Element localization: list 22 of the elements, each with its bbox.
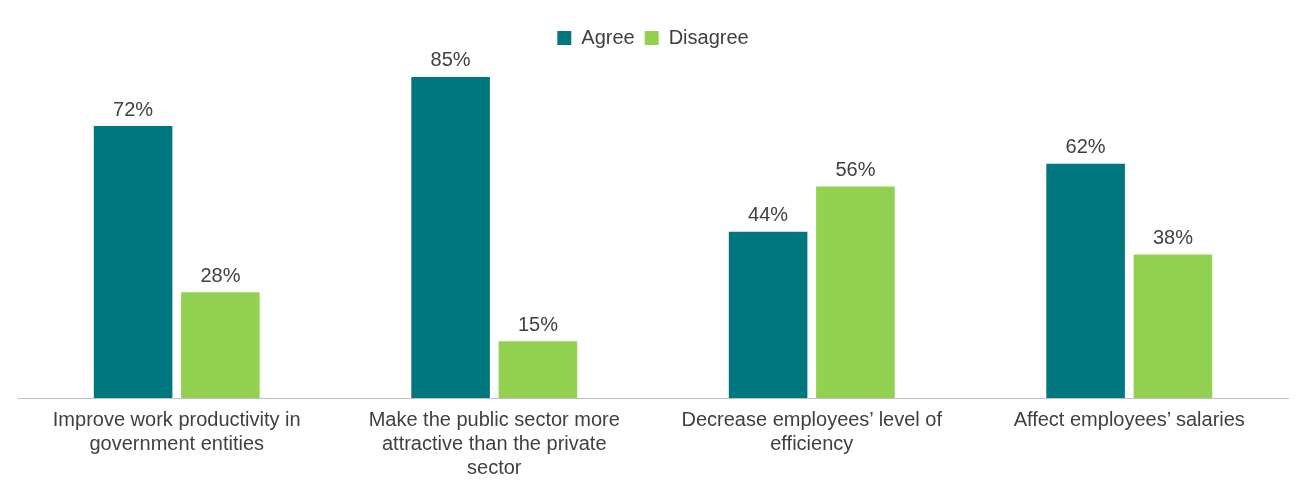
legend-label: Agree bbox=[581, 25, 635, 48]
bar bbox=[498, 341, 578, 398]
bar bbox=[181, 292, 260, 398]
x-tick-label: Improve work productivity in government entities bbox=[52, 407, 301, 454]
legend-label: Disagree bbox=[668, 25, 749, 48]
data-label: 44% bbox=[748, 203, 789, 226]
bar bbox=[411, 76, 490, 398]
bar bbox=[1046, 163, 1125, 398]
data-label: 28% bbox=[200, 263, 241, 286]
data-label: 72% bbox=[113, 97, 154, 120]
data-label: 62% bbox=[1065, 135, 1106, 158]
x-tick-label: Make the public sector more attractive than the private sector bbox=[368, 407, 620, 478]
x-tick-label: Affect employees’ salaries bbox=[1013, 407, 1245, 430]
bar bbox=[816, 186, 895, 398]
data-label: 38% bbox=[1152, 225, 1194, 248]
x-tick-label: Decrease employees’ level of efficiency bbox=[681, 407, 943, 454]
data-label: 56% bbox=[835, 157, 876, 180]
data-label: 85% bbox=[430, 48, 471, 71]
data-label: 15% bbox=[517, 312, 559, 335]
bar bbox=[728, 231, 808, 398]
bar bbox=[93, 126, 173, 398]
bar bbox=[1133, 254, 1213, 398]
